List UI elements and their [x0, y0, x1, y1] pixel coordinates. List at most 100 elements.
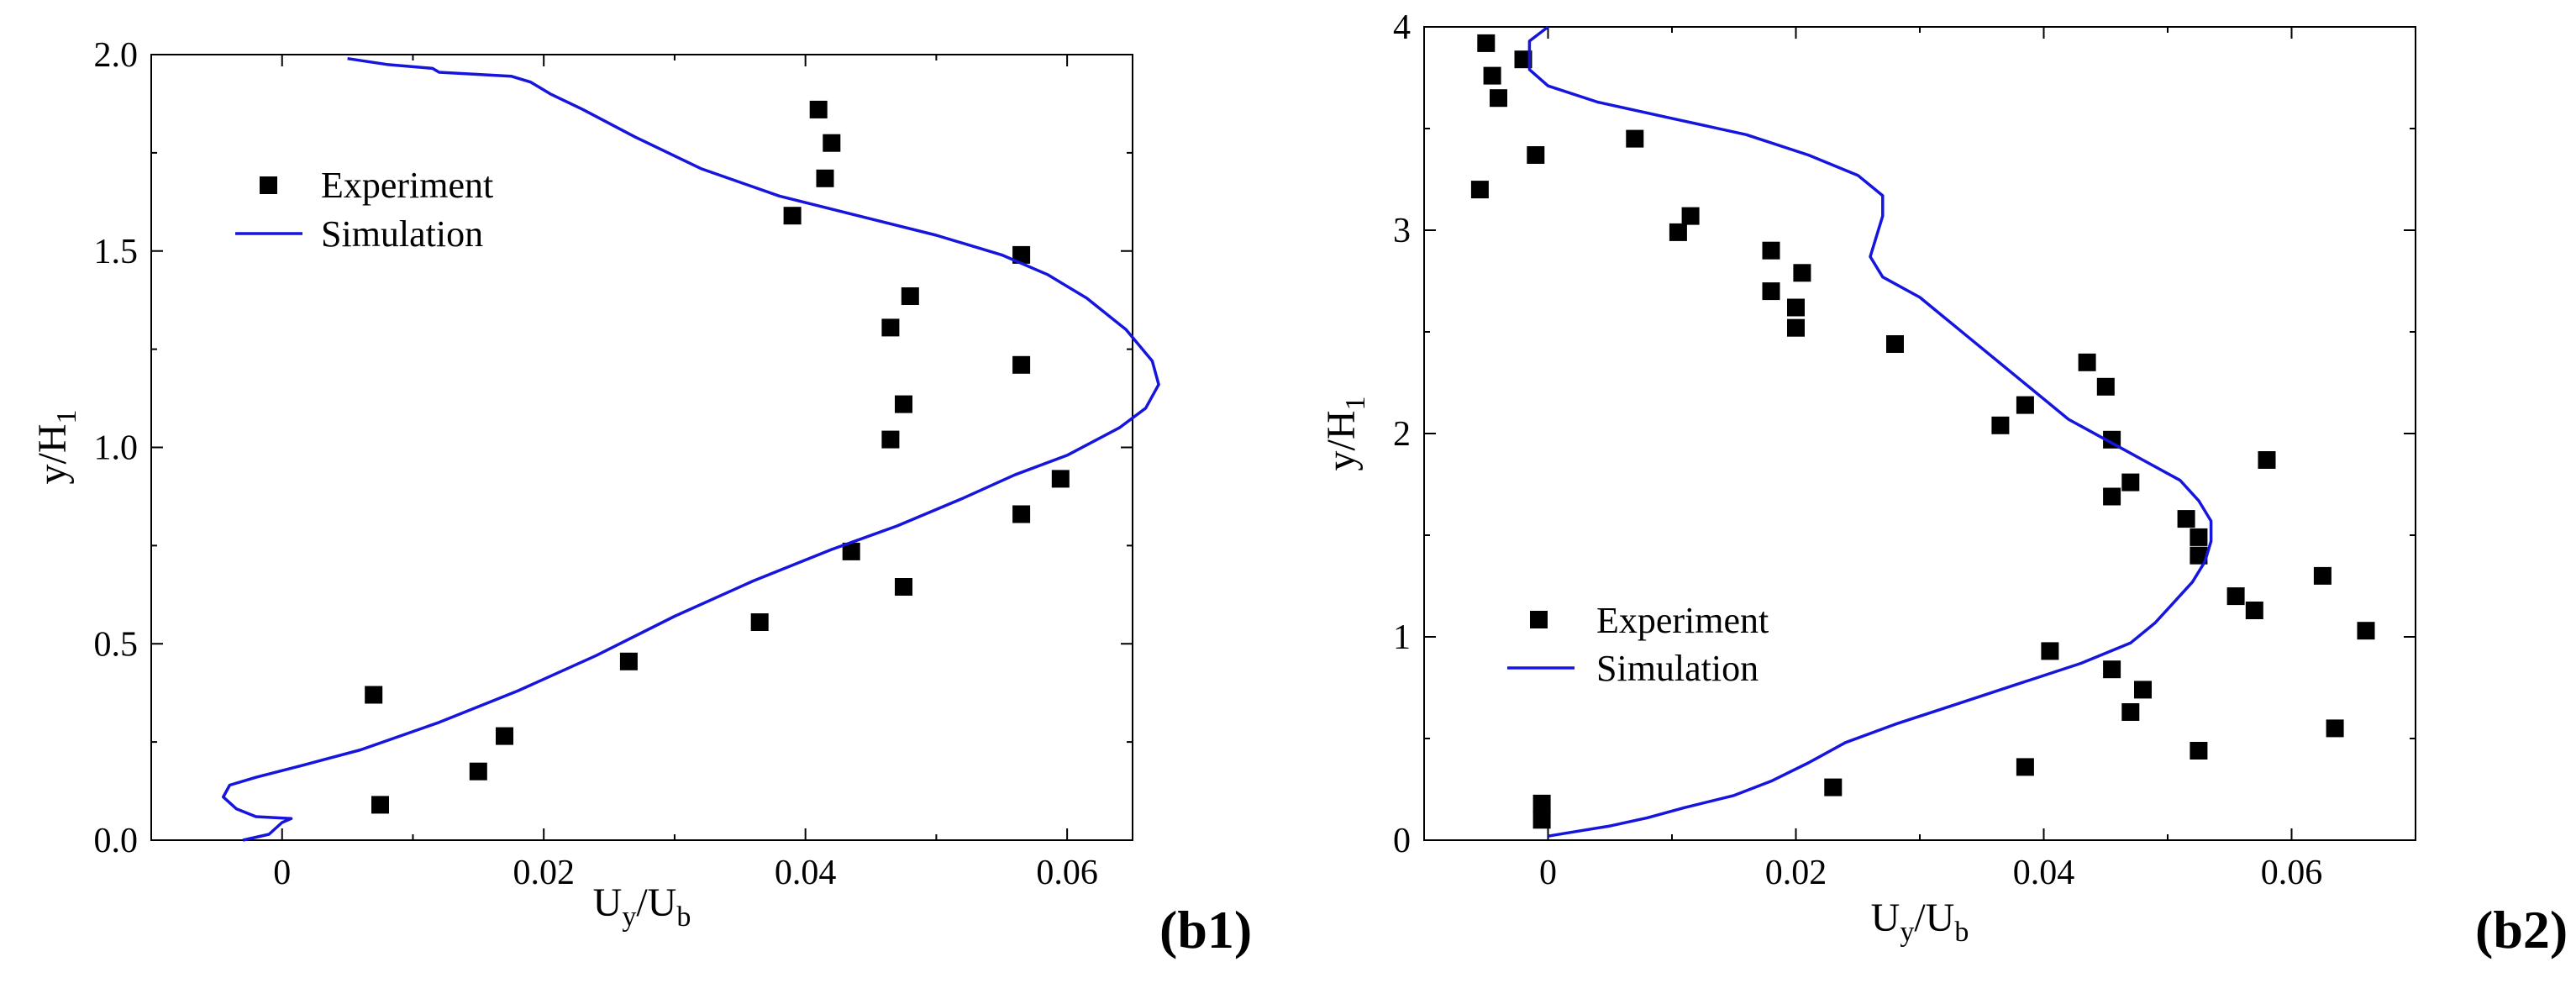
plot-frame-b1 [150, 54, 1133, 841]
experiment-point [1681, 207, 1700, 225]
y-tick-label: 0 [1393, 822, 1411, 860]
y-tick-labels-b2: 0 1 2 3 4 [1393, 8, 1411, 860]
experiment-point [1793, 264, 1811, 282]
experiment-point [1532, 811, 1551, 829]
plot-frame-b2 [1423, 26, 2416, 841]
x-tick-labels-b2: 0 0.02 0.04 0.06 [1539, 854, 2322, 892]
x-tick-label: 0 [273, 854, 291, 892]
x-label-sub-b: b [676, 902, 691, 933]
experiment-point [1762, 282, 1780, 301]
experiment-point [469, 762, 487, 781]
experiment-point [365, 686, 383, 704]
experiment-point [2096, 377, 2115, 396]
x-tick-label: 0.04 [2013, 854, 2075, 892]
x-tick-label: 0.04 [775, 854, 837, 892]
experiment-point [2016, 396, 2034, 414]
x-label-main: U [1871, 896, 1900, 940]
y-tick-labels-b1: 0.0 0.5 1.0 1.5 2.0 [94, 36, 139, 860]
series-b2 [1470, 25, 2375, 838]
panel-label-b1: (b1) [1159, 900, 1252, 959]
experiment-point [496, 727, 513, 745]
legend-label-experiment: Experiment [321, 165, 493, 206]
y-axis-label-b1: y/H1 [30, 410, 82, 485]
experiment-point [881, 318, 900, 337]
legend-marker-experiment [260, 176, 277, 194]
experiment-point [1787, 318, 1805, 337]
y-tick-label: 0.5 [94, 625, 139, 664]
simulation-line [1527, 25, 2213, 838]
experiment-point [783, 207, 802, 225]
experiment-point [2121, 703, 2140, 721]
experiment-point [2103, 487, 2121, 506]
legend-b1: Experiment Simulation [235, 165, 493, 255]
experiment-point [750, 613, 769, 631]
experiment-point [881, 430, 900, 449]
experiment-point [371, 796, 389, 814]
experiment-point [1787, 298, 1805, 317]
experiment-point [1527, 146, 1545, 164]
experiment-point [1886, 335, 1904, 353]
experiment-point [2226, 587, 2245, 606]
y-axis-label-b2: y/H1 [1319, 397, 1371, 471]
y-label-sub: 1 [1340, 397, 1371, 411]
series-b1 [221, 56, 1160, 842]
experiment-point [1012, 355, 1031, 374]
y-tick-label: 1 [1393, 618, 1411, 657]
experiment-point [816, 169, 834, 187]
experiment-point [895, 578, 912, 596]
experiment-point [2134, 681, 2152, 699]
x-label-sub-y: y [1900, 917, 1914, 948]
experiment-point [2326, 719, 2344, 738]
x-tick-label: 0.02 [513, 854, 575, 892]
experiment-point [1483, 66, 1501, 85]
experiment-point [809, 100, 828, 118]
experiment-point [1532, 794, 1551, 812]
experiment-point [895, 395, 912, 413]
experiment-point [1012, 505, 1031, 523]
panel-label-b2: (b2) [2475, 900, 2568, 959]
experiment-point [1012, 245, 1031, 264]
ticks-b1 [150, 54, 1133, 841]
chart-b2: 0 0.02 0.04 0.06 0 1 2 3 4 Uy/Ub y/H1 Ex… [1319, 8, 2568, 959]
experiment-point [2190, 528, 2208, 546]
experiment-point [1514, 50, 1532, 69]
y-tick-label: 2.0 [94, 36, 139, 75]
experiment-point [2121, 473, 2140, 492]
y-tick-label: 2 [1393, 415, 1411, 454]
experiment-point [1824, 778, 1843, 796]
experiment-point [2016, 758, 2034, 776]
x-label-main: U [593, 880, 623, 925]
experiment-point [901, 287, 919, 305]
experiment-point [2103, 660, 2121, 679]
experiment-point [1470, 181, 1489, 199]
x-axis-label-b1: Uy/Ub [593, 880, 691, 933]
experiment-point [2190, 546, 2208, 565]
experiment-point [2177, 510, 2195, 528]
y-tick-label: 0.0 [94, 822, 139, 860]
chart-b1: 0 0.02 0.04 0.06 0.0 0.5 1.0 1.5 2.0 Uy/… [30, 36, 1252, 959]
experiment-point [1051, 470, 1070, 488]
y-label-main: y/H [30, 424, 75, 485]
y-tick-label: 3 [1393, 212, 1411, 250]
experiment-point [1991, 416, 2010, 434]
experiment-point [2041, 642, 2059, 660]
x-label-mid: /U [1914, 896, 1954, 940]
legend-label-simulation: Simulation [1596, 648, 1759, 689]
experiment-point [2245, 602, 2263, 619]
y-label-sub: 1 [51, 410, 82, 424]
experiment-point [619, 652, 638, 670]
experiment-point [1669, 223, 1687, 241]
legend-label-experiment: Experiment [1596, 600, 1769, 641]
x-axis-label-b2: Uy/Ub [1871, 896, 1969, 948]
legend-marker-experiment [1530, 611, 1548, 628]
experiment-point [1762, 241, 1780, 260]
experiment-point [1626, 129, 1644, 148]
x-label-mid: /U [636, 880, 676, 925]
experiment-point [2357, 622, 2375, 640]
legend-label-simulation: Simulation [321, 213, 483, 255]
y-tick-label: 4 [1393, 8, 1411, 47]
experiment-point [823, 134, 841, 152]
x-tick-label: 0.06 [2261, 854, 2323, 892]
